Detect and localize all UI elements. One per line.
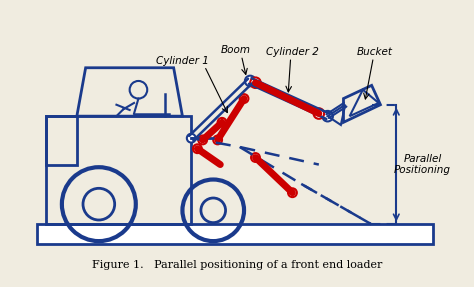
Circle shape [322, 111, 333, 121]
Text: Bucket: Bucket [356, 47, 392, 57]
Circle shape [250, 77, 261, 88]
Text: Cylinder 1: Cylinder 1 [156, 56, 209, 66]
Circle shape [213, 135, 222, 144]
Circle shape [240, 94, 248, 103]
Text: Figure 1.   Parallel positioning of a front end loader: Figure 1. Parallel positioning of a fron… [92, 260, 382, 269]
FancyBboxPatch shape [37, 224, 433, 244]
Text: Boom: Boom [220, 45, 250, 55]
Circle shape [193, 144, 202, 153]
Circle shape [187, 134, 196, 143]
Text: Cylinder 2: Cylinder 2 [266, 47, 319, 57]
Circle shape [314, 108, 324, 119]
Circle shape [288, 188, 297, 197]
Circle shape [245, 76, 255, 86]
Text: Parallel
Positioning: Parallel Positioning [394, 154, 451, 175]
Circle shape [198, 135, 207, 144]
Circle shape [251, 153, 260, 162]
Circle shape [218, 118, 227, 127]
